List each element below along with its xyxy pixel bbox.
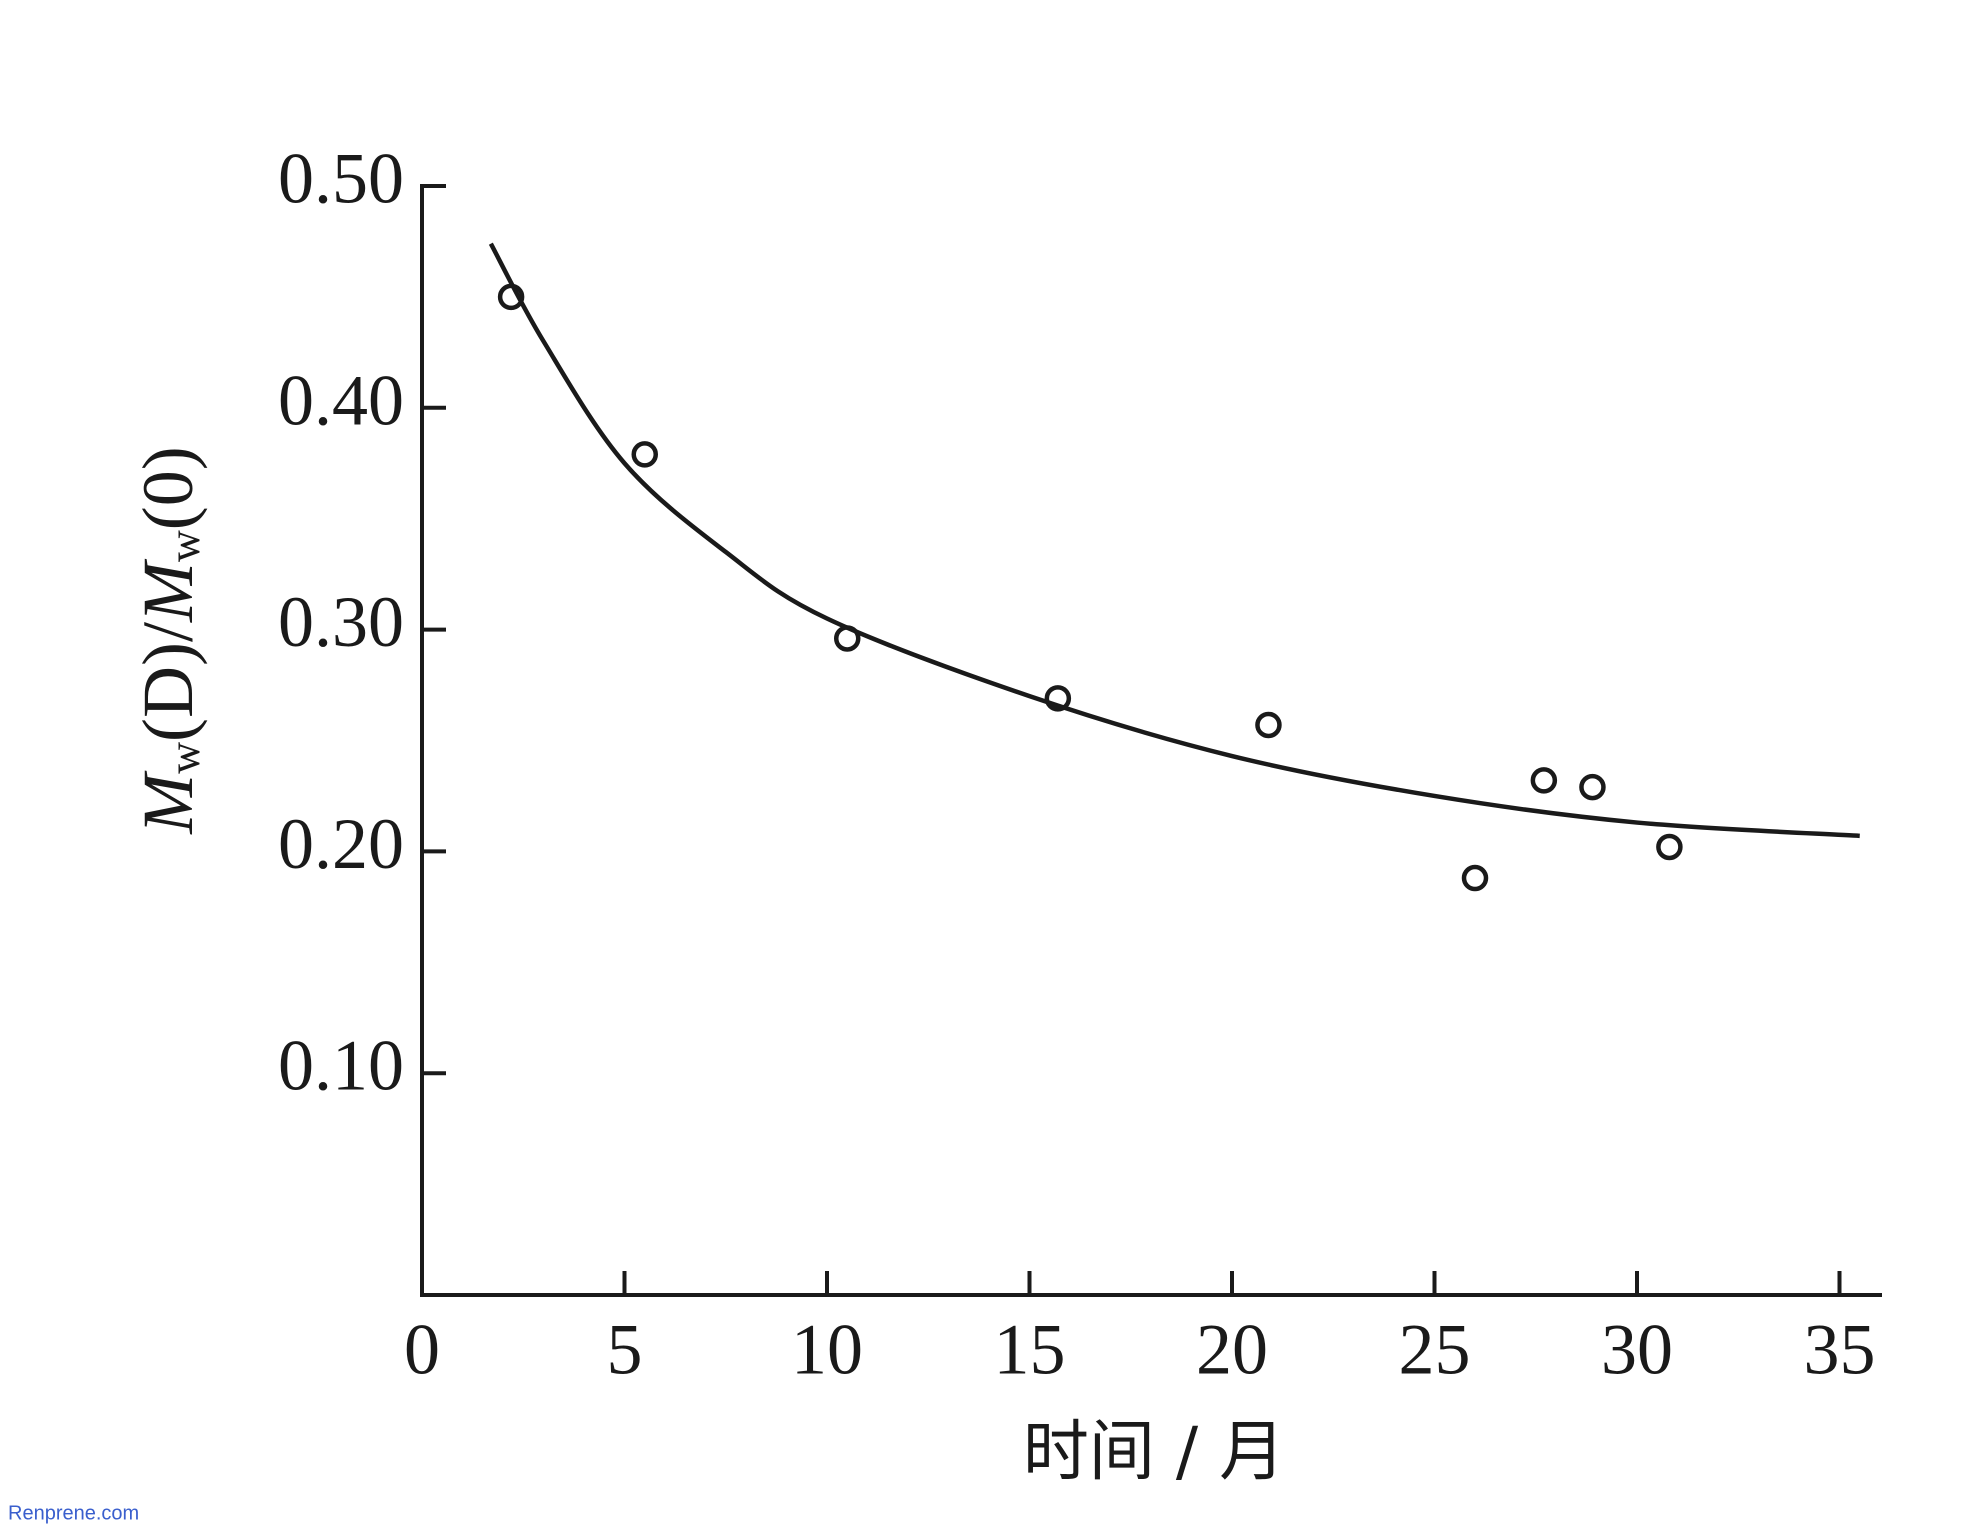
y-axis-label: Mw(D)/Mw(0) [128,446,210,834]
y-tick-label: 0.40 [278,360,404,440]
x-axis-label: 时间 / 月 [1023,1413,1285,1490]
data-point [631,441,658,468]
y-label-part: M [128,770,208,835]
y-tick-label: 0.20 [278,804,404,884]
data-point [1530,767,1558,794]
data-point [1461,864,1489,892]
watermark: Renprene.com [8,1502,139,1524]
y-tick-label: 0.50 [278,139,404,219]
x-tick-label: 20 [1196,1310,1268,1390]
y-label-part: M [128,558,208,623]
y-label-part: w [160,742,209,774]
x-tick-label: 30 [1601,1310,1673,1390]
data-point [1656,833,1683,861]
x-tick-label: 25 [1399,1310,1471,1390]
x-tick-label: 0 [404,1310,440,1390]
y-tick-label: 0.30 [278,582,404,662]
x-tick-label: 10 [791,1310,863,1390]
x-tick-label: 5 [607,1310,643,1390]
fit-curve [488,242,1860,839]
y-tick-label: 0.10 [278,1026,404,1106]
x-tick-label: 15 [994,1310,1066,1390]
x-tick-label: 35 [1804,1310,1876,1390]
y-label-part: w [160,530,209,562]
data-point [1255,711,1282,739]
data-point [1579,773,1606,801]
y-label-part: (0) [128,446,208,530]
y-label-part: (D)/ [128,622,208,742]
